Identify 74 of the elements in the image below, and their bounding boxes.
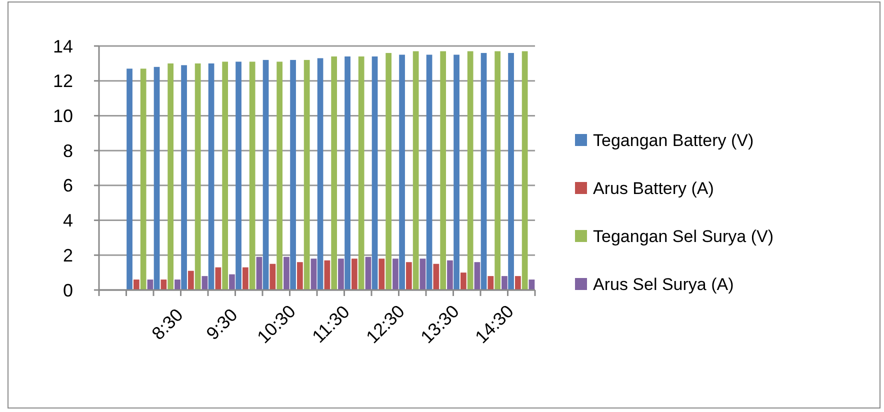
bar [317, 58, 324, 290]
bar [236, 62, 242, 290]
y-tick-label: 0 [62, 280, 73, 300]
y-tick-label: 10 [52, 106, 73, 126]
bar [181, 65, 187, 290]
bar [188, 270, 194, 290]
bar [140, 68, 146, 290]
y-tick-label: 12 [52, 71, 73, 92]
bar [522, 51, 528, 290]
bar [454, 54, 460, 290]
bar [202, 276, 208, 290]
bar [480, 52, 487, 290]
y-tick-label: 6 [62, 176, 73, 196]
x-tick-label: 9:30 [202, 304, 242, 344]
bar [372, 56, 378, 290]
bar [378, 258, 385, 290]
bar [440, 51, 446, 290]
bar [358, 56, 364, 290]
bar [514, 276, 521, 290]
bar [256, 256, 262, 290]
bar [508, 52, 514, 290]
bar [290, 60, 296, 290]
bar [262, 60, 269, 290]
y-tick-label: 4 [62, 210, 73, 231]
bar [460, 272, 466, 290]
bar [284, 256, 290, 290]
bar [386, 52, 392, 290]
bar [168, 63, 174, 290]
bar [474, 262, 480, 290]
bar [133, 280, 140, 290]
bar [249, 62, 256, 290]
bar [502, 276, 508, 290]
bar [242, 267, 248, 290]
bar [351, 258, 358, 290]
y-tick-label: 14 [52, 36, 73, 56]
bar [467, 51, 474, 290]
y-tick-label: 8 [62, 140, 73, 161]
bar [126, 68, 132, 290]
bar [160, 280, 167, 290]
bar [174, 280, 180, 290]
bar [304, 60, 310, 290]
bar [365, 256, 372, 290]
bar [194, 63, 201, 290]
bar [270, 264, 276, 290]
bar [331, 56, 338, 290]
y-tick-label: 2 [62, 245, 73, 266]
bar [310, 258, 317, 290]
bar [338, 258, 344, 290]
bar [528, 280, 535, 290]
bar [222, 62, 228, 290]
bar [488, 276, 494, 290]
bar [324, 260, 330, 290]
bar [276, 62, 283, 290]
x-tick-label: 8:30 [148, 304, 187, 344]
bar [154, 66, 160, 290]
bar [215, 267, 222, 290]
legend-label: Tegangan Sel Surya (V) [593, 226, 774, 246]
bar [392, 258, 398, 290]
bar [426, 54, 432, 290]
legend-label: Arus Battery (A) [593, 178, 714, 198]
bar [344, 56, 350, 290]
bar [433, 264, 440, 290]
bar [420, 258, 426, 290]
bar [296, 262, 303, 290]
bar [229, 274, 235, 290]
bar [412, 51, 419, 290]
bar [494, 51, 501, 290]
legend-label: Tegangan Battery (V) [593, 130, 754, 150]
bar [406, 262, 412, 290]
bar [208, 63, 214, 290]
legend-label: Arus Sel Surya (A) [593, 274, 734, 294]
bar [147, 280, 154, 290]
bar [447, 260, 453, 290]
bar [399, 54, 405, 290]
